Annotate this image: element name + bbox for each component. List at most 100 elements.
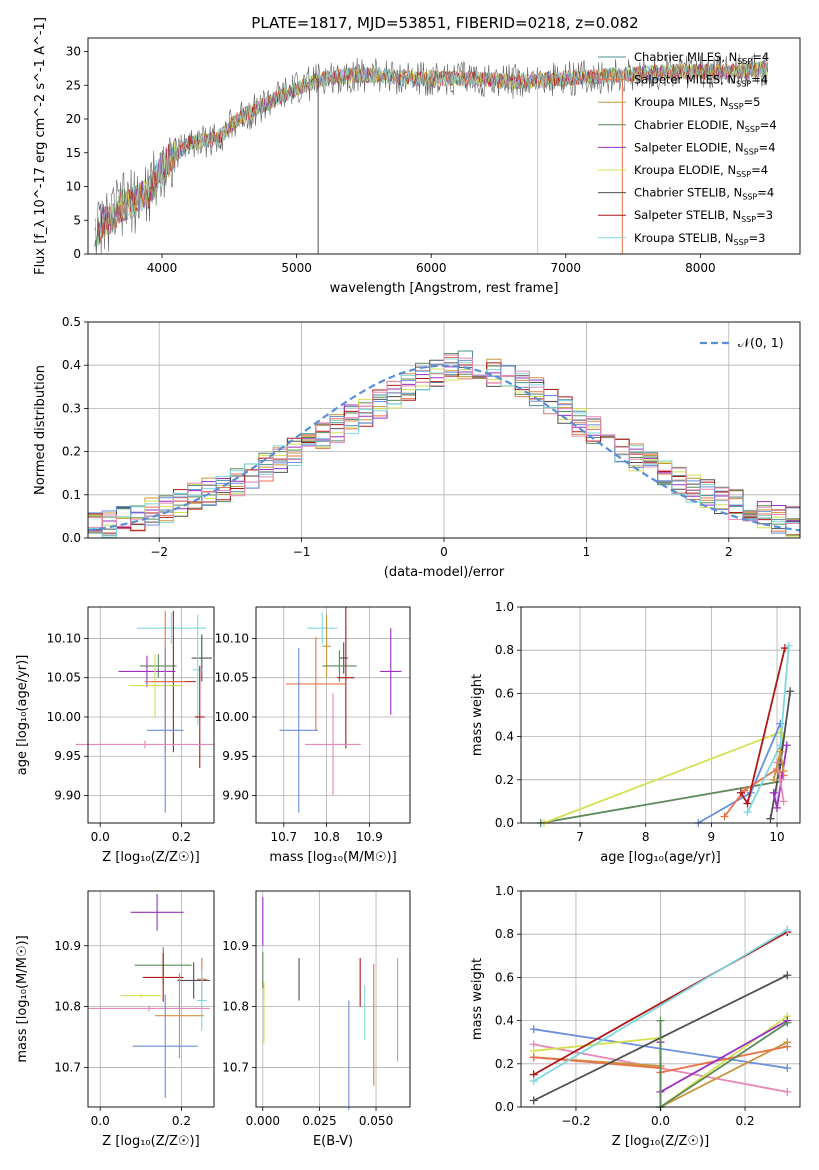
plot-area — [94, 52, 768, 255]
legend-label: Kroupa MILES, NSSP=5 — [634, 95, 760, 111]
x-tick-label: 9 — [708, 830, 716, 844]
y-tick-label: 5 — [73, 213, 81, 227]
weight-series-line — [659, 1019, 788, 1094]
weight-point-marker — [769, 788, 778, 797]
x-axis-label: Z [log₁₀(Z/Z☉)] — [102, 1134, 199, 1149]
weight-point-marker — [783, 1087, 792, 1096]
error-bar-point — [118, 655, 176, 688]
y-tick-label: 9.95 — [54, 749, 81, 763]
axes-frame — [87, 321, 801, 539]
y-axis-label: Normed distribution — [33, 365, 48, 495]
y-tick-label: 0.8 — [495, 643, 514, 657]
error-bar-point — [279, 647, 319, 813]
y-tick-label: 30 — [66, 45, 81, 59]
x-tick-label: 0.0 — [651, 1114, 670, 1128]
y-axis-label: age [log₁₀(age/yr)] — [15, 655, 30, 776]
error-bar-point — [339, 642, 348, 674]
error-bar-point — [322, 614, 331, 678]
x-tick-label: 0.0 — [91, 1114, 110, 1128]
y-tick-label: 0.2 — [62, 445, 81, 459]
y-tick-label: 0.0 — [62, 531, 81, 545]
y-axis-label: mass weight — [470, 958, 485, 1040]
error-bar-point — [305, 693, 361, 796]
plot-area — [87, 350, 801, 539]
axes-frame — [87, 606, 215, 824]
error-bar-point — [136, 612, 206, 644]
weight-point-marker — [776, 747, 785, 756]
weight-point-marker — [779, 797, 788, 806]
error-bar-point — [196, 970, 207, 1031]
panel-age_vs_mass: 10.7 10.8 10.9 9.90 9.95 10.00 10.05 10.10 mass … — [215, 606, 411, 865]
y-tick-label: 0.6 — [495, 970, 514, 984]
legend-label: 𝒩(0, 1) — [738, 335, 784, 350]
y-tick-label: 1.0 — [495, 884, 514, 898]
y-tick-label: 9.95 — [222, 749, 249, 763]
error-bar-point — [285, 636, 346, 732]
y-tick-label: 10.8 — [54, 1000, 81, 1014]
weight-point-marker — [783, 1018, 792, 1027]
error-bar-point — [146, 647, 184, 813]
x-tick-label: 8000 — [685, 261, 716, 275]
y-tick-label: 10.00 — [215, 710, 249, 724]
error-bar-point — [142, 953, 184, 1002]
axes-frame — [87, 37, 801, 255]
y-tick-label: 0.3 — [62, 401, 81, 415]
plot-area — [529, 925, 792, 1111]
panel-age_vs_z: 0.0 0.2 9.90 9.95 10.00 10.05 10.10 Z [log₁₀(Z/… — [15, 606, 215, 865]
panel-mass_vs_z: 0.0 0.2 10.7 10.8 10.9 Z [log₁₀(Z/Z☉)] mass [l… — [15, 890, 215, 1149]
weight-point-marker — [784, 641, 793, 650]
error-bar-point — [120, 993, 162, 998]
error-bar-point — [128, 654, 182, 717]
x-tick-label: 1 — [583, 545, 591, 559]
weight-point-marker — [529, 1077, 538, 1086]
y-tick-label: 10.8 — [222, 1000, 249, 1014]
y-axis-label: mass [log₁₀(M/M☉)] — [15, 935, 30, 1062]
y-tick-label: 15 — [66, 146, 81, 160]
panel-weight_vs_age: 7 8 9 10 0.0 0.2 0.4 0.6 0.8 1.0 age [log₁₀(age/yr… — [470, 600, 801, 865]
histogram-series — [88, 354, 800, 528]
axes-frame — [87, 890, 215, 1108]
weight-point-marker — [782, 741, 791, 750]
error-bar-point — [191, 634, 212, 682]
x-tick-label: 0.025 — [302, 1114, 336, 1128]
legend-label: Salpeter ELODIE, NSSP=4 — [634, 140, 776, 156]
axes-frame — [520, 890, 801, 1108]
x-axis-label: wavelength [Angstrom, rest frame] — [330, 281, 559, 296]
y-tick-label: 0.4 — [495, 1014, 514, 1028]
normal-curve — [87, 364, 801, 532]
y-tick-label: 10.10 — [215, 631, 249, 645]
x-tick-label: 0.2 — [172, 830, 191, 844]
error-bar-point — [140, 654, 177, 678]
x-tick-label: 2 — [725, 545, 733, 559]
y-tick-label: 10 — [66, 180, 81, 194]
x-tick-label: 6000 — [416, 261, 447, 275]
y-tick-label: 0.0 — [495, 816, 514, 830]
y-tick-label: 0.1 — [62, 488, 81, 502]
weight-point-marker — [783, 971, 792, 980]
panel-mass_vs_ebv: 0.000 0.025 0.050 10.7 10.8 10.9 E(B-V) — [222, 890, 411, 1149]
y-tick-label: 10.05 — [215, 671, 249, 685]
y-tick-label: 10.10 — [47, 631, 81, 645]
error-bar-point — [194, 665, 205, 769]
panel-weight_vs_z: −0.2 0.0 0.2 0.0 0.2 0.4 0.6 0.8 1.0 Z [log₁₀(Z/Z… — [470, 884, 801, 1149]
y-tick-label: 0.6 — [495, 686, 514, 700]
y-tick-label: 9.90 — [54, 789, 81, 803]
chart-panels: 4000 5000 6000 7000 8000051015202530waveleng… — [15, 17, 801, 1149]
error-bar-point — [307, 612, 338, 644]
weight-point-marker — [656, 1016, 665, 1025]
figure-title: PLATE=1817, MJD=53851, FIBERID=0218, z=0… — [251, 14, 638, 32]
x-tick-label: 0.2 — [735, 1114, 754, 1128]
weight-point-marker — [743, 799, 752, 808]
y-tick-label: 1.0 — [495, 600, 514, 614]
weight-point-marker — [783, 1042, 792, 1051]
plot-area — [75, 610, 214, 813]
x-tick-label: 4000 — [147, 261, 178, 275]
x-tick-label: 0.050 — [359, 1114, 393, 1128]
weight-point-marker — [720, 812, 729, 821]
weight-point-marker — [773, 803, 782, 812]
x-axis-label: age [log₁₀(age/yr)] — [600, 850, 721, 865]
weight-point-marker — [779, 767, 788, 776]
weight-point-marker — [743, 808, 752, 817]
y-axis-label: Flux [f_λ 10^-17 erg cm^-2 s^-1 A^-1] — [33, 17, 48, 275]
panel-residuals: −2 −1 0 1 2 0.0 0.1 0.2 0.3 0.4 0.5 (data-model)/er… — [33, 315, 801, 580]
